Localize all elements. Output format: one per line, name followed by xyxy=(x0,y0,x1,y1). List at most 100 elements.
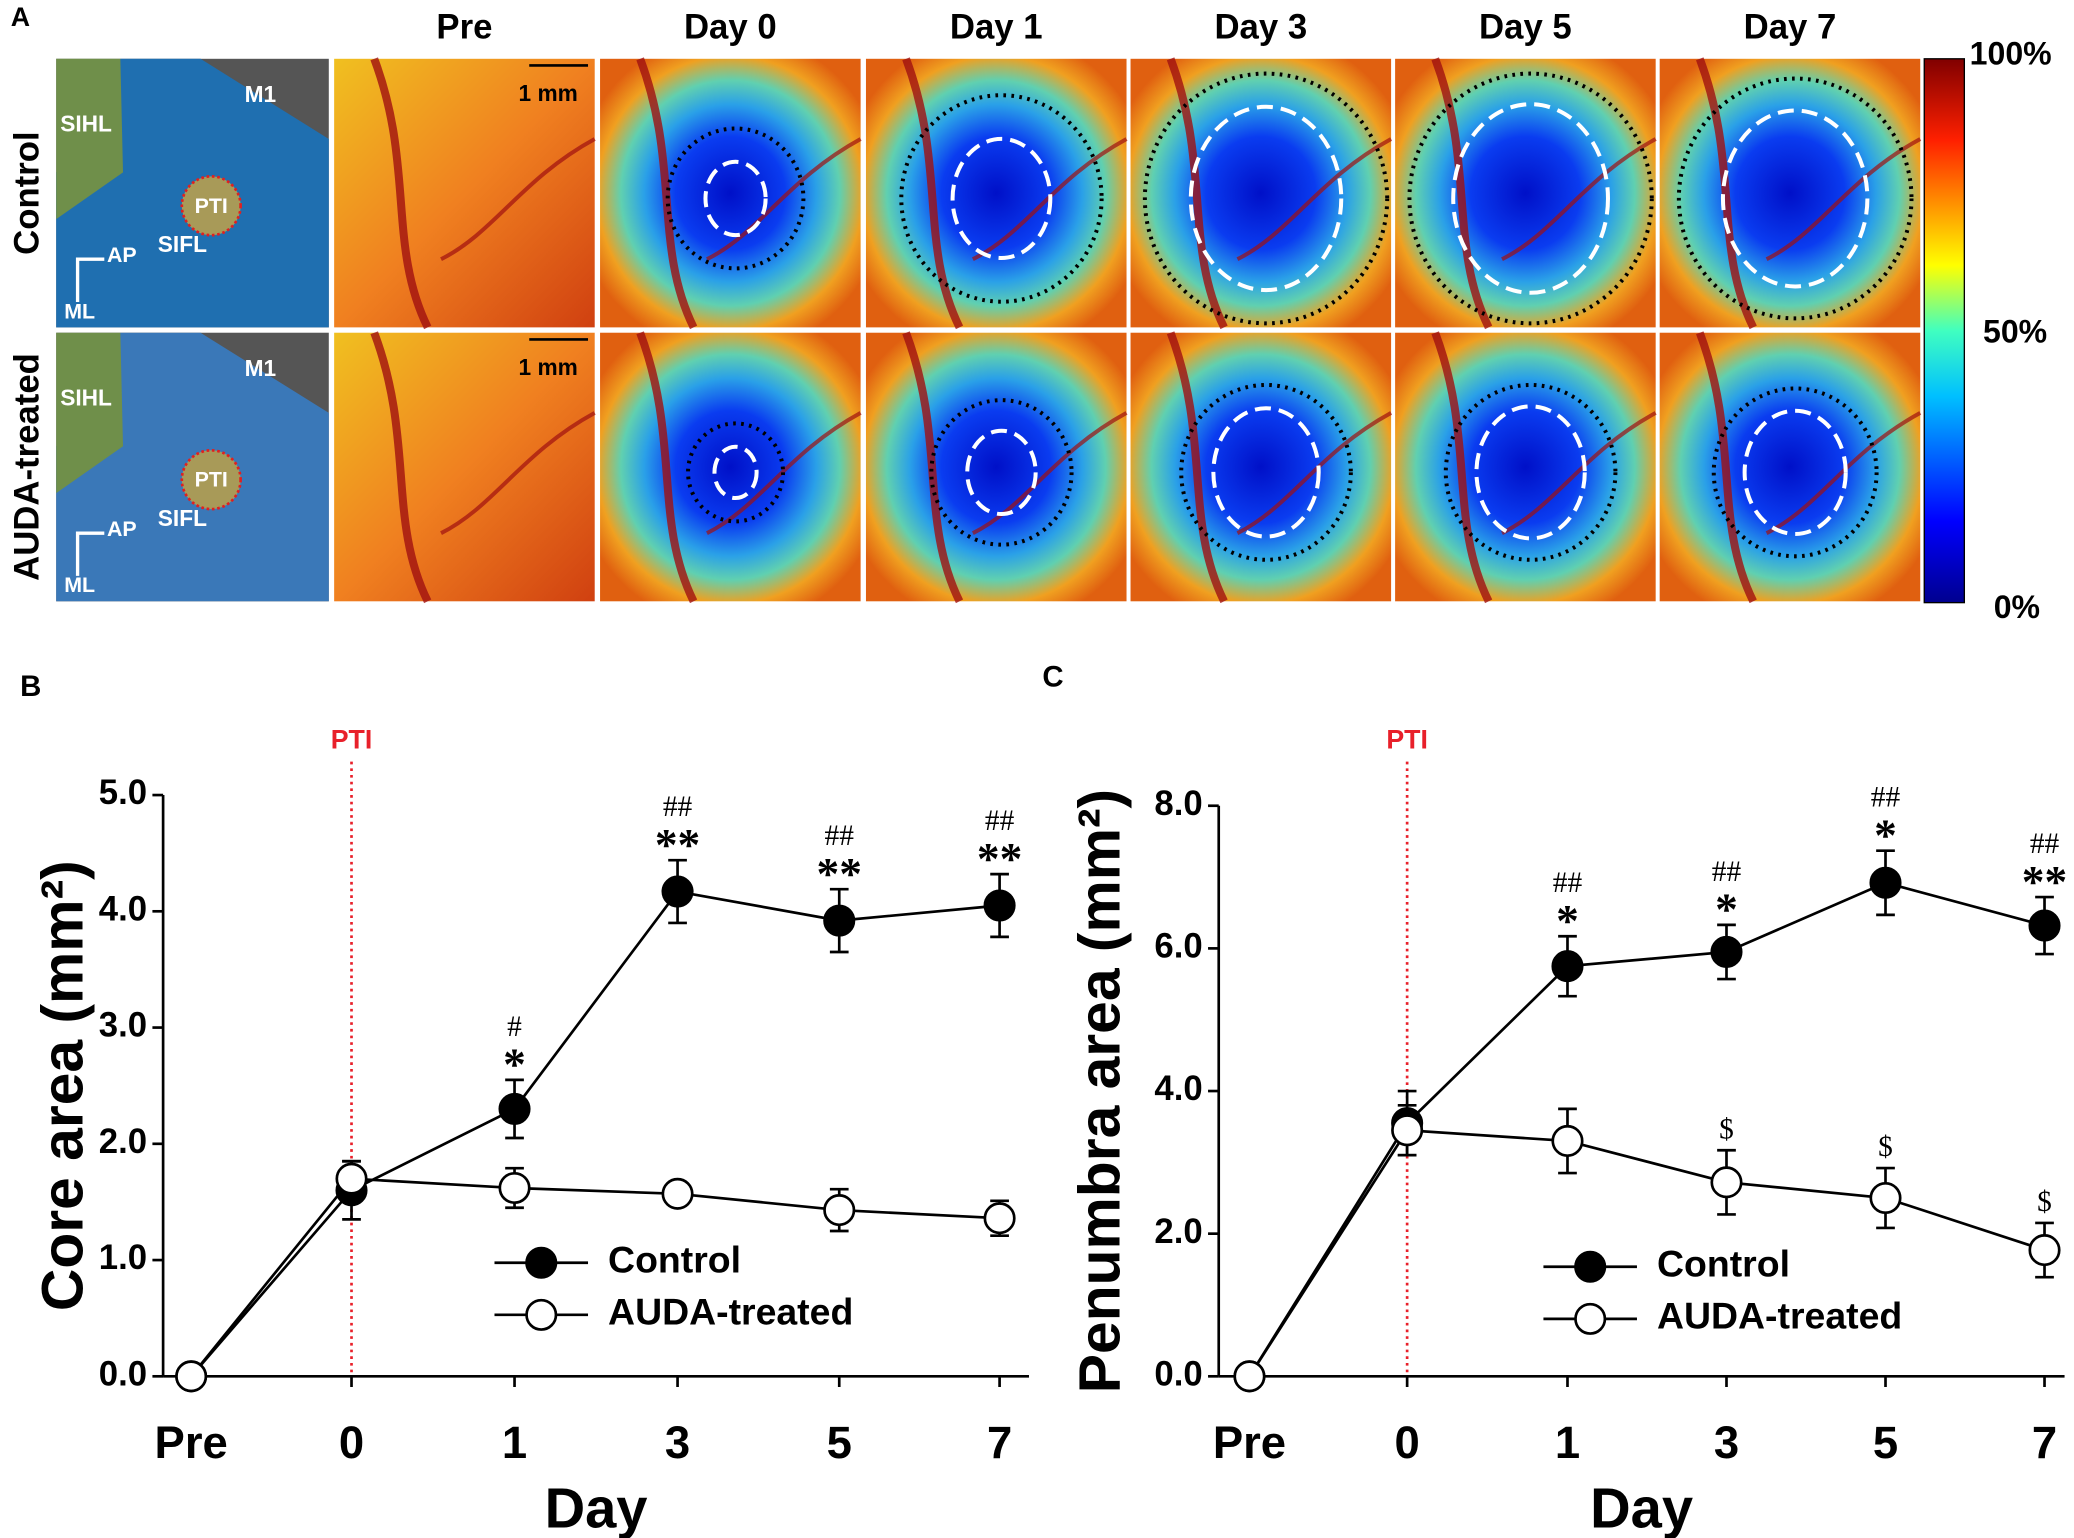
x-tick-label: 0 xyxy=(339,1417,364,1468)
legend-label: AUDA-treated xyxy=(608,1291,853,1333)
vessel xyxy=(1431,331,1493,604)
significance-mark: ** xyxy=(977,834,1022,884)
flow-image xyxy=(865,332,1127,602)
pti-spot xyxy=(180,175,242,237)
data-point xyxy=(498,1171,531,1205)
vessel xyxy=(971,137,1128,262)
significance-mark: * xyxy=(1556,896,1579,946)
vessel xyxy=(706,411,862,535)
data-point xyxy=(498,1092,531,1125)
significance-mark: ## xyxy=(2030,828,2060,860)
legend-label: Control xyxy=(608,1239,741,1281)
legend-label: AUDA-treated xyxy=(1657,1295,1902,1337)
significance-mark: ** xyxy=(655,820,700,870)
penumbra-outline xyxy=(1407,71,1654,326)
y-axis-label: Penumbra area (mm²) xyxy=(1067,789,1132,1393)
pti-spot xyxy=(180,448,242,511)
data-point xyxy=(2028,1234,2061,1267)
y-tick-label: 8.0 xyxy=(1154,785,1202,823)
significance-mark: ## xyxy=(1553,867,1583,899)
series-line xyxy=(1248,1128,2045,1378)
core-outline xyxy=(965,428,1038,517)
vessel xyxy=(1696,57,1757,330)
x-tick-label: 1 xyxy=(1555,1417,1580,1468)
penumbra-outline xyxy=(1443,382,1618,562)
pti-label: PTI xyxy=(1386,725,1428,755)
data-point xyxy=(983,1202,1016,1235)
vessel xyxy=(706,137,862,262)
significance-mark: ## xyxy=(1871,782,1901,814)
significance-mark: ## xyxy=(825,820,855,852)
region-label: SIHL xyxy=(60,111,112,137)
x-tick-label: 7 xyxy=(2032,1417,2057,1468)
colorbar-label: 50% xyxy=(1983,314,2047,350)
region-label: M1 xyxy=(245,81,277,107)
colorbar xyxy=(1923,58,1966,604)
x-tick-label: 5 xyxy=(827,1417,852,1468)
vessel xyxy=(902,57,964,330)
legend-marker xyxy=(525,1246,558,1279)
vessel xyxy=(1696,331,1757,604)
y-axis-label: Core area (mm²) xyxy=(30,860,95,1311)
vessel xyxy=(370,57,432,330)
core-outline xyxy=(950,136,1053,260)
data-point xyxy=(661,1177,694,1210)
significance-mark: $ xyxy=(1719,1113,1734,1145)
sihl-region xyxy=(56,58,124,220)
penumbra-outline xyxy=(1142,71,1390,326)
flow-image xyxy=(334,58,595,328)
x-tick-label: 7 xyxy=(987,1417,1012,1468)
significance-mark: # xyxy=(507,1011,522,1043)
sihl-region xyxy=(56,332,124,494)
y-tick-label: 6.0 xyxy=(1154,928,1202,966)
column-header: Pre xyxy=(436,9,492,47)
data-point xyxy=(1869,1181,1902,1215)
data-point xyxy=(1233,1360,1266,1393)
penumbra-outline xyxy=(665,126,806,271)
data-point xyxy=(175,1360,208,1393)
column-header: Day 5 xyxy=(1479,9,1572,47)
significance-mark: * xyxy=(1715,885,1738,935)
significance-mark: ## xyxy=(1712,856,1742,888)
flow-image xyxy=(1659,332,1921,602)
data-point xyxy=(1551,950,1584,983)
vessel xyxy=(1166,57,1228,330)
vessel xyxy=(1765,137,1922,262)
y-tick-label: 1.0 xyxy=(99,1239,147,1277)
significance-mark: ** xyxy=(2022,857,2067,907)
data-point xyxy=(1710,1166,1743,1199)
x-tick-label: 0 xyxy=(1395,1417,1420,1468)
column-header: Day 3 xyxy=(1214,9,1307,47)
scale-bar-label: 1 mm xyxy=(519,80,578,106)
flow-image xyxy=(334,332,595,602)
vessel xyxy=(1501,411,1657,535)
vessel xyxy=(636,331,698,604)
region-label: SIFL xyxy=(158,231,207,257)
flow-image xyxy=(1395,332,1656,602)
pti-label: PTI xyxy=(331,725,373,755)
region-label: M1 xyxy=(245,355,277,381)
y-tick-label: 5.0 xyxy=(99,774,147,812)
data-point xyxy=(1551,1124,1584,1157)
region-label: PTI xyxy=(195,194,228,218)
x-tick-label: Pre xyxy=(1213,1417,1286,1468)
legend-marker xyxy=(1574,1302,1607,1335)
significance-mark: ## xyxy=(663,791,693,823)
core-outline xyxy=(1211,406,1321,539)
row-label: Control xyxy=(9,131,47,254)
series-line xyxy=(190,1177,1000,1378)
vessel xyxy=(1765,411,1922,535)
panel-letter: B xyxy=(20,670,41,703)
significance-mark: $ xyxy=(1878,1131,1893,1163)
axis-label: AP xyxy=(107,517,137,541)
penumbra-outline xyxy=(929,398,1074,547)
x-tick-label: 1 xyxy=(502,1417,527,1468)
vessel xyxy=(1501,137,1657,262)
flow-image xyxy=(600,58,861,328)
y-tick-label: 4.0 xyxy=(99,890,147,928)
y-tick-label: 4.0 xyxy=(1154,1070,1202,1108)
legend-marker xyxy=(525,1298,558,1331)
vessel xyxy=(1236,137,1393,262)
core-outline xyxy=(703,159,768,238)
